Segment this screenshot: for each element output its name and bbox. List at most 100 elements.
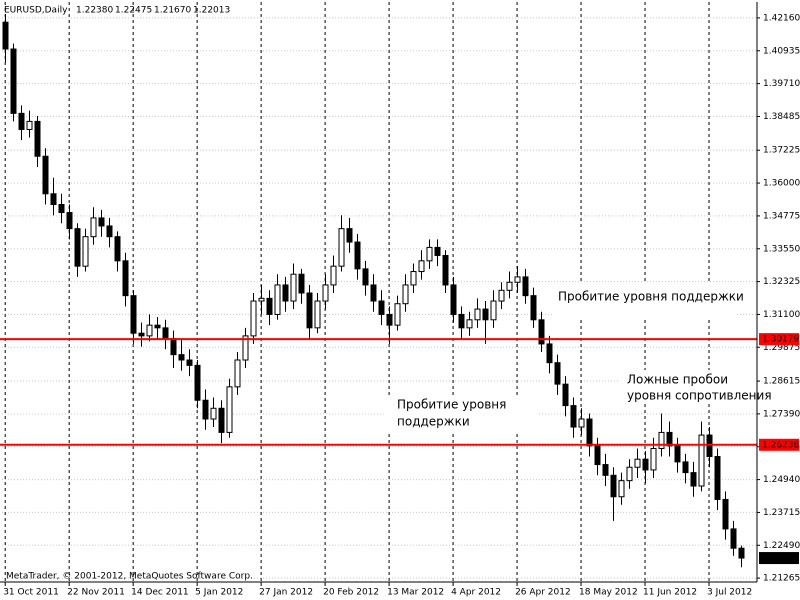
candle-body xyxy=(498,289,505,302)
y-tick-label: 1.22490 xyxy=(763,541,800,551)
candle-body xyxy=(178,354,185,361)
x-tick-label: 31 Oct 2011 xyxy=(3,588,59,598)
y-tick-label: 1.27390 xyxy=(763,409,800,419)
candle-body xyxy=(98,217,105,227)
candle-body xyxy=(738,547,745,559)
candle-body xyxy=(2,21,9,50)
annotation-box xyxy=(552,283,735,318)
candle-body xyxy=(418,260,425,273)
last-high: 1.22475 xyxy=(115,6,152,16)
candle-body xyxy=(490,300,497,321)
x-tick-label: 13 Mar 2012 xyxy=(387,588,444,598)
candle-body xyxy=(210,407,217,420)
level-tag xyxy=(759,438,799,451)
candle-body xyxy=(506,281,513,291)
candle-body xyxy=(642,458,649,471)
candle-body xyxy=(434,246,441,256)
candle-body xyxy=(658,431,665,449)
candle-body xyxy=(290,273,297,302)
x-tick-label: 14 Dec 2011 xyxy=(131,588,189,598)
y-tick-label: 1.23715 xyxy=(763,508,800,518)
y-tick-label: 1.40935 xyxy=(763,46,800,56)
y-tick-label: 1.31100 xyxy=(763,310,800,320)
candle-body xyxy=(266,297,273,315)
candle-body xyxy=(66,212,73,230)
candle-body xyxy=(10,48,17,114)
candle-body xyxy=(346,228,353,243)
candle-body xyxy=(394,303,401,326)
candle-body xyxy=(530,295,537,321)
candle-body xyxy=(154,324,161,329)
y-tick-label: 1.39710 xyxy=(763,79,800,89)
candle-body xyxy=(170,338,177,356)
candle-body xyxy=(674,445,681,463)
candle-body xyxy=(562,383,569,407)
candle-body xyxy=(274,284,281,315)
level-label: 1.30179 xyxy=(762,335,799,345)
candle-body xyxy=(50,193,57,206)
candle-body xyxy=(58,204,65,214)
annotation: уровня сопротивления xyxy=(627,389,772,403)
candle-body xyxy=(586,418,593,447)
candle-body xyxy=(442,254,449,286)
last-close: 1.22013 xyxy=(193,6,230,16)
candle-body xyxy=(314,300,321,329)
x-tick-label: 18 May 2012 xyxy=(579,588,638,598)
candle-body xyxy=(578,418,585,428)
candle-body xyxy=(626,466,633,482)
candle-body xyxy=(138,332,145,337)
candle-body xyxy=(330,265,337,286)
candle-body xyxy=(306,292,313,329)
annotation: поддержки xyxy=(397,415,470,429)
candle-body xyxy=(666,431,673,447)
candle-body xyxy=(458,313,465,329)
candle-body xyxy=(362,268,369,286)
candle-body xyxy=(410,271,417,286)
candle-body xyxy=(146,324,153,337)
candle-body xyxy=(242,335,249,361)
candle-body xyxy=(570,405,577,428)
candle-body xyxy=(618,480,625,498)
candle-body xyxy=(610,474,617,498)
candle-body xyxy=(130,295,137,334)
candle-body xyxy=(650,447,657,471)
y-tick-label: 1.34775 xyxy=(763,211,800,221)
x-tick-label: 20 Feb 2012 xyxy=(323,588,379,598)
candle-body xyxy=(594,445,601,466)
candle-body xyxy=(602,464,609,476)
y-tick-label: 1.36000 xyxy=(763,179,800,189)
candle-body xyxy=(234,359,241,388)
y-tick-label: 1.24940 xyxy=(763,475,800,485)
candle-body xyxy=(354,241,361,270)
candle-body xyxy=(90,217,97,238)
x-tick-label: 5 Jan 2012 xyxy=(195,588,243,598)
candle-body xyxy=(122,260,129,297)
candle-body xyxy=(162,327,169,340)
candle-body xyxy=(282,284,289,302)
candle-body xyxy=(258,297,265,302)
candle-body xyxy=(514,276,521,283)
candle-body xyxy=(426,246,433,262)
last-open: 1.22380 xyxy=(76,6,113,16)
candle-body xyxy=(378,300,385,315)
candle-body xyxy=(706,434,713,458)
x-tick-label: 22 Nov 2011 xyxy=(67,588,125,598)
candle-body xyxy=(722,498,729,530)
footer: MetaTrader, © 2001-2012, MetaQuotes Soft… xyxy=(6,572,253,582)
candle-body xyxy=(250,300,257,337)
price-label: 1.22013 xyxy=(762,554,799,564)
candle-body xyxy=(82,236,89,267)
candle-body xyxy=(634,458,641,468)
candle-body xyxy=(106,225,113,238)
candle-body xyxy=(482,308,489,321)
candle-body xyxy=(218,407,225,433)
candle-body xyxy=(322,284,329,302)
candle-body xyxy=(42,155,49,195)
candle-body xyxy=(202,399,209,420)
level-tag xyxy=(759,333,799,346)
y-tick-label: 1.28615 xyxy=(763,377,800,387)
y-tick-label: 1.42160 xyxy=(763,13,800,23)
x-tick-label: 26 Apr 2012 xyxy=(515,588,571,598)
symbol: EURUSD,Daily xyxy=(4,6,68,16)
annotation: Ложные пробои xyxy=(627,373,728,387)
